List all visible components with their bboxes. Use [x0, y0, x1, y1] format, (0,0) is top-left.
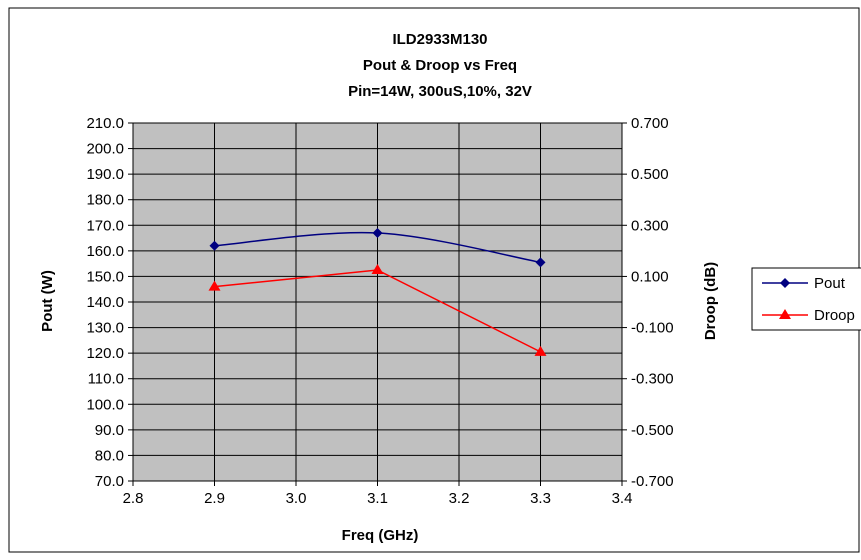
y-tick-label: 130.0 [86, 320, 124, 337]
x-axis-label: Freq (GHz) [342, 527, 419, 544]
y-tick-label: 120.0 [86, 345, 124, 362]
x-tick-label: 3.3 [530, 490, 551, 507]
y-tick-label: 80.0 [95, 447, 124, 464]
legend: Pout Droop [751, 267, 861, 331]
legend-item-pout: Pout [762, 275, 846, 292]
y-tick-label: 140.0 [86, 294, 124, 311]
legend-droop-label: Droop [814, 307, 855, 324]
legend-box [751, 267, 861, 331]
chart-title-line-1: ILD2933M130 [392, 31, 487, 48]
x-tick-label: 2.9 [204, 490, 225, 507]
data-point-pout [209, 240, 220, 251]
x-tick-label: 3.2 [449, 490, 470, 507]
y-tick-label: 110.0 [88, 371, 124, 388]
y2-tick-label: -0.100 [631, 320, 674, 337]
axes: 70.0 80.0 90.0 100.0 110.0 120.0 130.0 140.0 150… [86, 115, 673, 507]
y2-tick-label: 0.500 [631, 166, 669, 183]
y-tick-label: 170.0 [86, 217, 124, 234]
legend-item-droop: Droop [762, 307, 855, 324]
chart-title-line-2: Pout & Droop vs Freq [363, 57, 517, 74]
y-tick-label: 90.0 [95, 422, 124, 439]
data-point-droop [208, 280, 221, 291]
legend-droop-triangle-icon [779, 309, 791, 319]
series-layer [208, 227, 547, 356]
y-tick-label: 200.0 [86, 141, 124, 158]
y2-tick-label: -0.300 [631, 371, 674, 388]
x-tick-label: 3.1 [367, 490, 388, 507]
y-tick-label: 210.0 [86, 115, 124, 132]
chart-title-line-3: Pin=14W, 300uS,10%, 32V [348, 83, 532, 100]
y-axis-label: Pout (W) [39, 270, 56, 332]
legend-pout-diamond-icon [780, 278, 790, 288]
y2-tick-label: -0.500 [631, 422, 674, 439]
y2-axis-label: Droop (dB) [702, 262, 719, 340]
y-tick-label: 180.0 [86, 192, 124, 209]
y-tick-label: 150.0 [86, 268, 124, 285]
y2-tick-label: 0.700 [631, 115, 669, 132]
y-tick-label: 100.0 [86, 396, 124, 413]
x-tick-label: 2.8 [123, 490, 144, 507]
legend-pout-label: Pout [814, 275, 846, 292]
y2-tick-label: 0.300 [631, 217, 669, 234]
data-point-droop [371, 264, 384, 275]
y-tick-label: 190.0 [86, 166, 124, 183]
x-tick-label: 3.4 [612, 490, 633, 507]
data-point-pout [535, 257, 546, 268]
data-point-droop [534, 345, 547, 356]
data-point-pout [372, 227, 383, 238]
y2-tick-label: 0.100 [631, 268, 669, 285]
x-tick-label: 3.0 [286, 490, 307, 507]
y-tick-label: 70.0 [95, 473, 124, 490]
y-tick-label: 160.0 [86, 243, 124, 260]
y2-tick-label: -0.700 [631, 473, 674, 490]
